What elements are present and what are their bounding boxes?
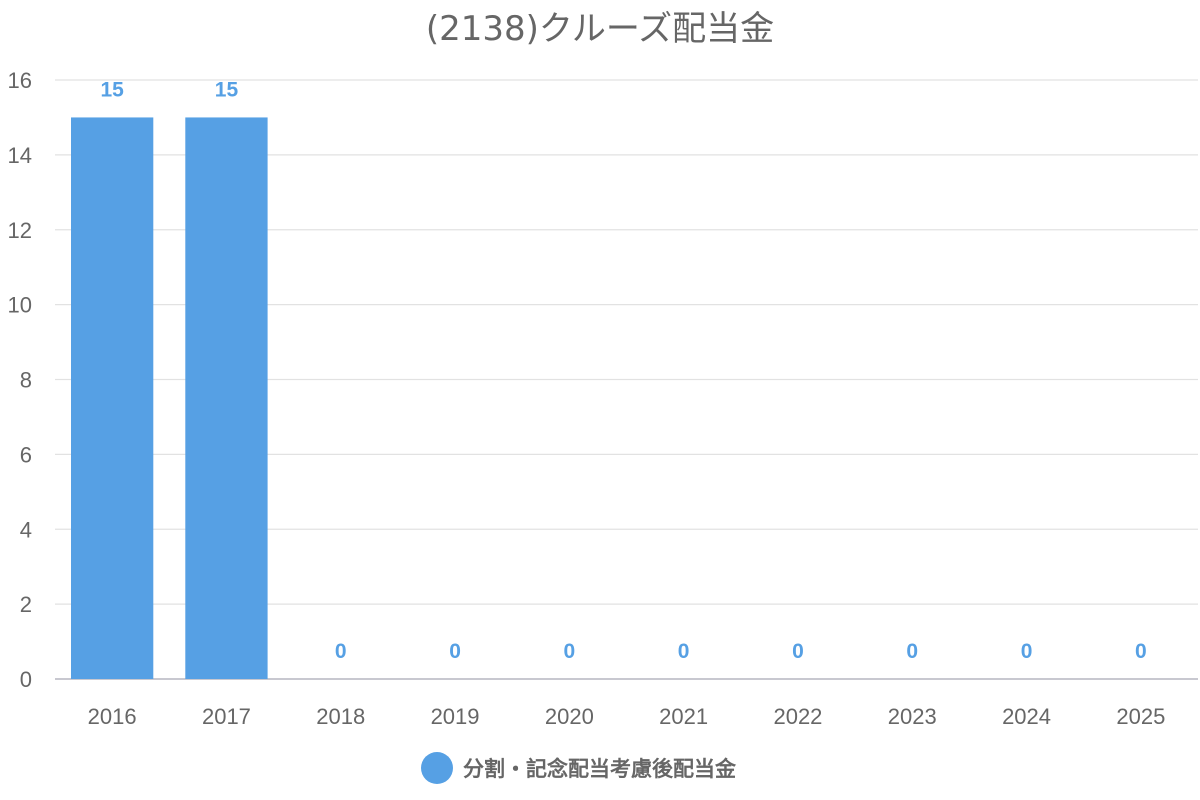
data-label: 0 [449,640,461,663]
y-tick-label: 14 [8,143,32,168]
data-label: 15 [100,78,124,101]
y-tick-label: 10 [8,293,32,318]
x-tick-label: 2021 [659,704,708,729]
data-label: 0 [1021,640,1033,663]
x-tick-label: 2022 [773,704,822,729]
bars [71,117,268,679]
data-label: 0 [1135,640,1147,663]
x-tick-label: 2020 [545,704,594,729]
y-tick-label: 0 [20,667,32,692]
x-tick-label: 2017 [202,704,251,729]
y-tick-label: 6 [20,442,32,467]
y-tick-label: 2 [20,592,32,617]
x-tick-label: 2023 [888,704,937,729]
data-labels: 15 15 0 0 0 0 0 0 0 0 [100,78,1146,663]
bar[interactable] [185,117,268,679]
x-tick-label: 2025 [1116,704,1165,729]
y-axis-ticks: 0 2 4 6 8 10 12 14 16 [8,68,32,692]
x-tick-label: 2019 [431,704,480,729]
x-tick-label: 2018 [316,704,365,729]
y-tick-label: 12 [8,218,32,243]
y-tick-label: 16 [8,68,32,93]
y-tick-label: 4 [20,517,32,542]
data-label: 0 [906,640,918,663]
chart-title: (2138)クルーズ配当金 [426,9,774,49]
legend-label: 分割・記念配当考慮後配当金 [463,757,737,781]
x-axis-ticks: 2016 2017 2018 2019 2020 2021 2022 2023 2024 2025 [88,704,1166,729]
data-label: 15 [215,78,239,101]
data-label: 0 [792,640,804,663]
data-label: 0 [678,640,690,663]
x-tick-label: 2024 [1002,704,1051,729]
y-tick-label: 8 [20,368,32,393]
legend-marker-icon [421,752,453,784]
bar[interactable] [71,117,154,679]
x-tick-label: 2016 [88,704,137,729]
data-label: 0 [335,640,347,663]
data-label: 0 [564,640,576,663]
legend[interactable]: 分割・記念配当考慮後配当金 [421,752,737,784]
